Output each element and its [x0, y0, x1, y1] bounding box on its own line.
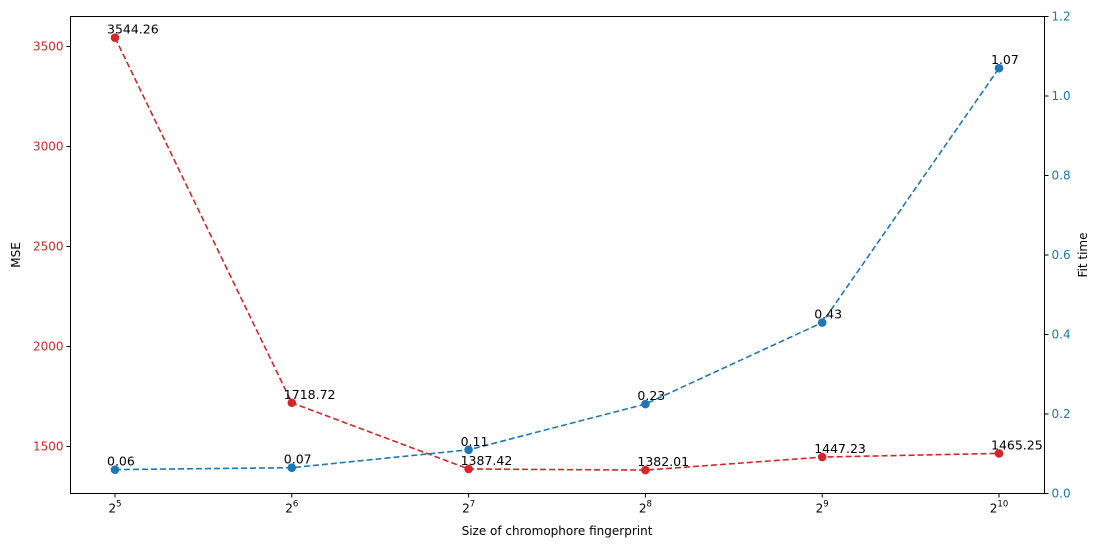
series-right-data-label: 0.06	[107, 454, 135, 469]
y-left-axis-title: MSE	[9, 242, 23, 268]
y-right-tick-label: 0.2	[1052, 407, 1071, 421]
series-left-data-label: 1465.25	[991, 437, 1043, 452]
x-tick-label: 27	[462, 500, 475, 516]
x-tick-label: 29	[816, 500, 829, 516]
series-right-line	[114, 67, 1000, 471]
y-right-tick-label: 0.4	[1052, 328, 1071, 342]
series-left-data-label: 1718.72	[284, 387, 336, 402]
x-tick-label: 26	[285, 500, 298, 516]
x-tick-label: 25	[108, 500, 121, 516]
y-left-tick-label: 3000	[33, 140, 64, 154]
plot-frame	[70, 16, 1045, 494]
x-tick-label: 28	[639, 500, 652, 516]
series-left-data-label: 1447.23	[814, 441, 866, 456]
y-right-tick-label: 0.8	[1052, 169, 1071, 183]
x-axis-title: Size of chromophore fingerprint	[462, 524, 653, 538]
series-left-data-label: 1382.01	[637, 454, 689, 469]
series-left-data-label: 3544.26	[107, 22, 159, 37]
series-right-point	[110, 465, 120, 474]
series-left-point	[287, 398, 297, 408]
series-right-data-label: 0.43	[814, 307, 842, 322]
series-right-data-label: 1.07	[991, 52, 1019, 67]
y-left-tick-label: 2500	[33, 240, 64, 254]
series-left-point	[110, 33, 120, 42]
series-right-point	[994, 63, 1004, 73]
y-right-tick-label: 1.0	[1052, 89, 1071, 103]
y-right-tick-label: 0.0	[1052, 487, 1071, 501]
y-left-tick-label: 3500	[33, 40, 64, 54]
series-right-point	[641, 399, 650, 409]
series-right-data-label: 0.23	[637, 388, 665, 403]
series-right-data-label: 0.07	[284, 452, 312, 467]
y-right-axis-title: Fit time	[1076, 233, 1090, 278]
y-right-tick-label: 0.6	[1052, 248, 1071, 262]
x-tick-label: 210	[990, 500, 1008, 516]
series-right-data-label: 0.11	[461, 434, 489, 449]
series-left-point	[994, 449, 1004, 458]
y-right-tick-label: 1.2	[1052, 10, 1071, 24]
series-left-data-label: 1387.42	[461, 453, 513, 468]
series-left-point	[641, 465, 650, 475]
series-right-point	[287, 463, 297, 472]
series-left-point	[817, 452, 827, 462]
y-left-tick-label: 2000	[33, 340, 64, 354]
series-left-point	[464, 464, 473, 474]
series-left-line	[114, 37, 1000, 471]
y-left-tick-label: 1500	[33, 440, 64, 454]
series-right-point	[464, 445, 473, 455]
series-right-point	[817, 318, 827, 327]
